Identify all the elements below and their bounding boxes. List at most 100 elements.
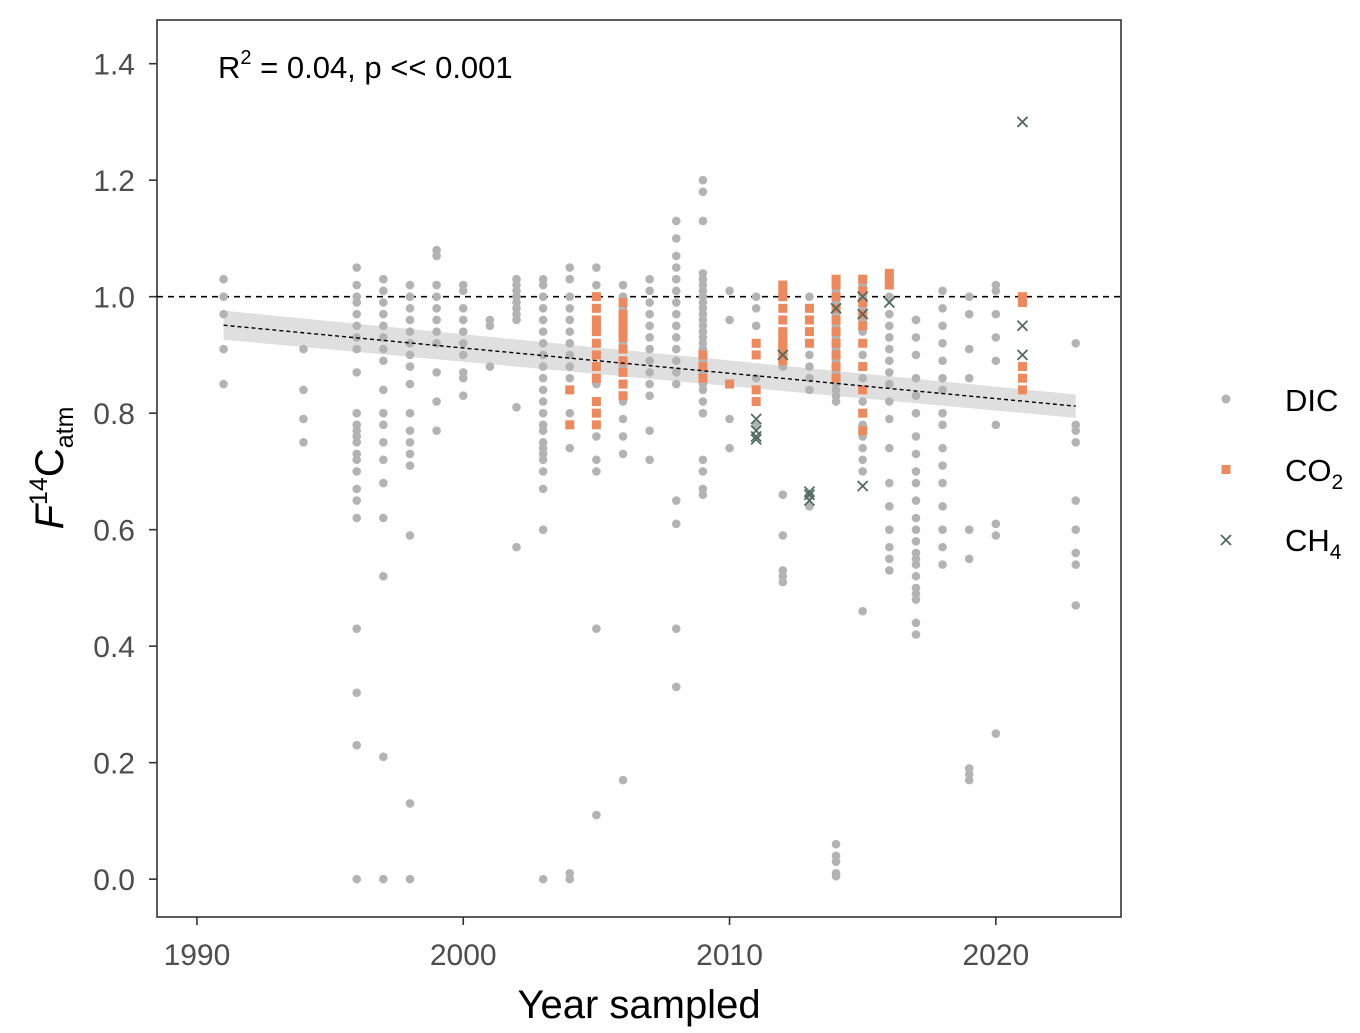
dic-point: [671, 379, 681, 389]
y-axis-title-sup: 14: [25, 477, 53, 505]
co2-point: [618, 332, 628, 342]
dic-point: [964, 292, 974, 301]
dic-point: [405, 799, 415, 808]
co2-point: [725, 379, 735, 389]
legend-item-ch4: CH4: [1220, 523, 1342, 564]
dic-point: [885, 309, 894, 319]
ch4-point: [883, 296, 895, 309]
dic-point: [725, 443, 734, 453]
dic-point: [938, 356, 947, 366]
dic-point: [405, 408, 415, 418]
dic-point: [911, 432, 921, 441]
dic-point: [911, 333, 921, 342]
dic-point: [991, 286, 1001, 296]
co2-point: [804, 303, 814, 313]
x-tick-label-2020: 2020: [962, 939, 1029, 972]
co2-point: [778, 303, 788, 313]
dic-point: [379, 309, 388, 319]
dic-point: [485, 321, 495, 331]
co2-point: [778, 280, 788, 290]
dic-point: [885, 414, 894, 424]
y-axis-title-c: C: [28, 448, 72, 477]
dic-point: [405, 327, 415, 336]
co2-point: [618, 344, 628, 354]
dic-point: [458, 286, 468, 296]
dic-point: [219, 292, 228, 301]
dic-point: [885, 379, 894, 389]
plot-panel: [156, 19, 1122, 918]
co2-point: [591, 321, 601, 331]
dic-point: [432, 280, 441, 290]
dic-point: [938, 321, 947, 331]
dic-point: [618, 432, 628, 441]
dic-point: [592, 280, 601, 290]
dic-point: [911, 373, 921, 383]
dic-point: [698, 216, 708, 226]
dic-point: [458, 338, 468, 348]
dic-point: [1071, 426, 1081, 435]
dic-point: [751, 304, 761, 313]
dic-point: [938, 542, 947, 552]
dic-point: [352, 874, 362, 884]
dic-point: [299, 385, 308, 395]
co2-point: [831, 338, 841, 348]
dic-point: [964, 525, 974, 534]
dic-point: [885, 292, 894, 301]
y-tick-label-0.6: 0.6: [93, 515, 135, 548]
y-axis: 0.0 0.2 0.4 0.6 0.8 1.0 1.2 1.4: [93, 49, 157, 897]
dic-point: [964, 344, 974, 354]
dic-point: [938, 420, 947, 430]
dic-points: [219, 175, 1081, 884]
dic-point: [671, 519, 681, 529]
co2-point: [591, 338, 601, 348]
dic-point: [671, 496, 681, 505]
dic-point: [458, 327, 468, 336]
trend-line: [223, 324, 1076, 407]
co2-point: [751, 338, 761, 348]
y-tick-label-0.4: 0.4: [93, 631, 135, 664]
co2-point: [831, 315, 841, 325]
dic-point: [538, 484, 548, 494]
dic-point: [964, 373, 974, 383]
ch4-point: [857, 308, 869, 320]
dic-point: [538, 373, 548, 383]
dic-point: [938, 373, 947, 383]
dic-point: [219, 274, 228, 284]
co2-point: [831, 280, 841, 290]
dic-point: [885, 542, 894, 552]
dic-point: [645, 321, 654, 331]
dic-point: [565, 263, 575, 272]
dic-point: [911, 618, 921, 628]
dic-point: [405, 531, 415, 540]
co2-point: [858, 385, 868, 395]
co2-point: [751, 350, 761, 360]
dic-point: [618, 449, 628, 459]
co2-point: [831, 373, 841, 383]
dic-point: [592, 263, 601, 272]
dic-point: [352, 263, 362, 272]
ch4-point: [830, 302, 842, 314]
dic-point: [991, 519, 1001, 529]
dic-point: [911, 449, 921, 459]
co2-point: [778, 338, 788, 348]
dic-point: [671, 624, 681, 633]
co2-point: [1017, 385, 1027, 395]
co2-point: [591, 315, 601, 325]
y-tick-label-0.0: 0.0: [93, 864, 135, 897]
dic-point: [645, 426, 654, 435]
y-tick-label-1.2: 1.2: [93, 165, 135, 198]
dic-point: [352, 280, 362, 290]
co2-point: [618, 379, 628, 389]
co2-points: [565, 268, 1027, 436]
dic-point: [405, 437, 415, 447]
legend-label-ch4: CH4: [1285, 523, 1342, 564]
co2-point: [591, 350, 601, 360]
dic-point: [911, 408, 921, 418]
dic-point: [379, 752, 388, 762]
dic-point: [538, 315, 548, 325]
dic-point: [964, 554, 974, 564]
co2-point: [778, 286, 788, 296]
dic-point: [405, 461, 415, 470]
dic-point: [831, 871, 841, 881]
dic-point: [538, 385, 548, 395]
